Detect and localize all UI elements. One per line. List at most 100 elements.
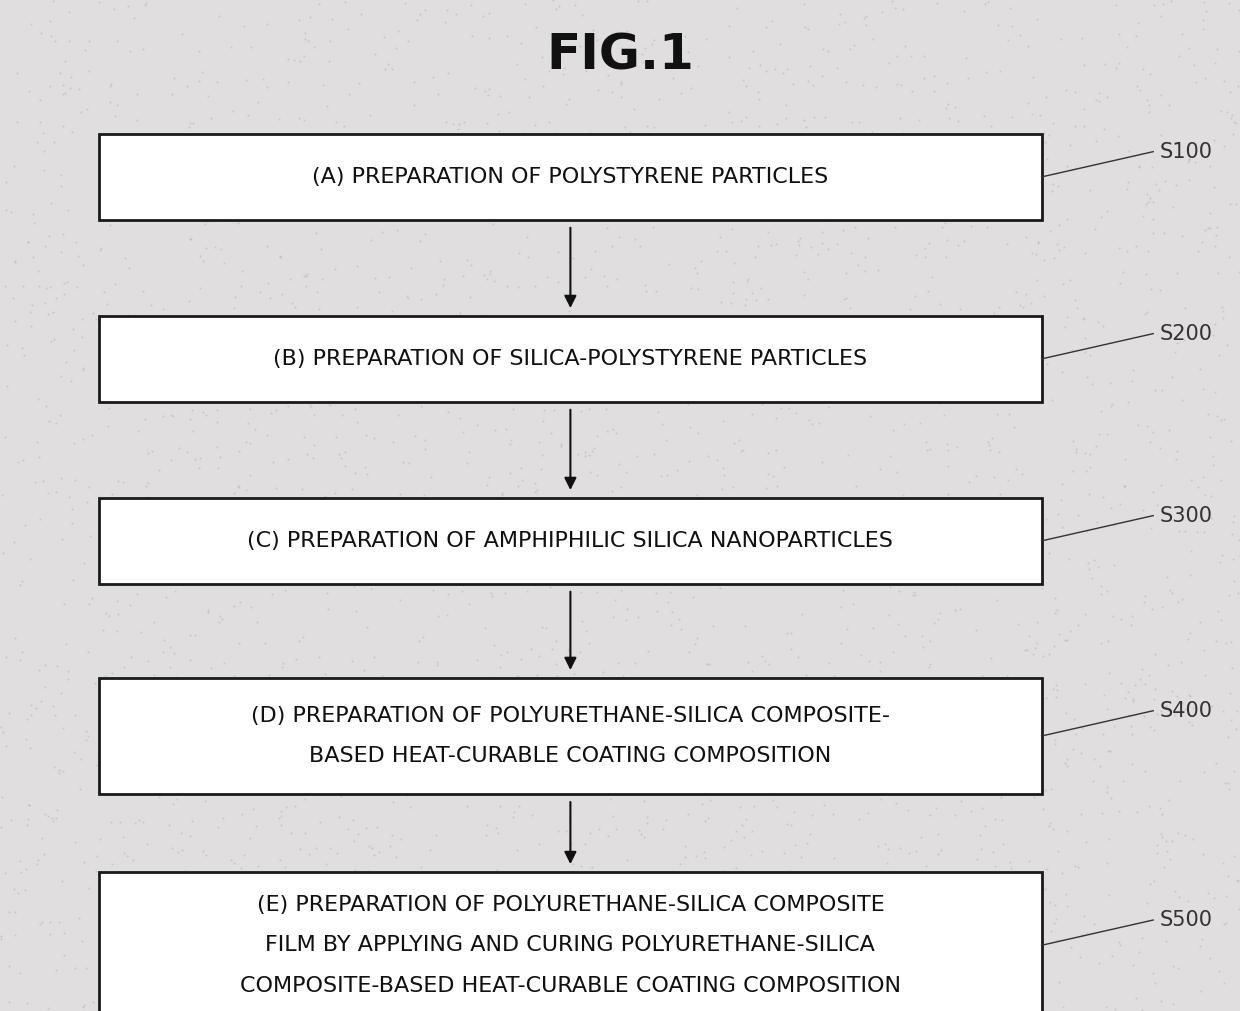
Point [1225, 114, 1240, 130]
Point [362, 840, 382, 856]
Point [24, 206, 43, 222]
Point [573, 780, 593, 797]
Point [563, 856, 583, 872]
Point [1081, 570, 1101, 586]
Point [1025, 676, 1045, 693]
Point [884, 780, 904, 797]
Point [289, 973, 309, 989]
Point [497, 562, 517, 578]
Point [237, 481, 257, 497]
Point [569, 38, 589, 55]
Point [768, 727, 787, 743]
Point [69, 910, 89, 926]
Point [941, 680, 961, 697]
Point [141, 296, 161, 312]
Point [108, 553, 128, 569]
Point [671, 855, 691, 871]
Point [438, 315, 458, 332]
Point [7, 65, 27, 81]
Point [167, 376, 187, 392]
Point [133, 730, 153, 746]
Point [1084, 551, 1104, 567]
Point [507, 842, 527, 858]
Point [906, 987, 926, 1003]
Point [604, 353, 624, 369]
Point [529, 126, 549, 143]
Point [585, 244, 605, 260]
Point [631, 921, 651, 937]
Point [805, 997, 825, 1011]
Point [954, 206, 973, 222]
Point [269, 111, 289, 127]
Point [539, 721, 559, 737]
Point [543, 333, 563, 349]
Point [228, 563, 248, 579]
Point [1179, 40, 1199, 57]
Point [257, 79, 277, 95]
Point [460, 289, 480, 305]
Point [1147, 707, 1167, 723]
Point [889, 583, 909, 600]
Point [361, 107, 381, 123]
Point [67, 279, 87, 295]
Point [1004, 557, 1024, 573]
Point [312, 549, 332, 565]
Point [241, 467, 260, 483]
Point [365, 847, 384, 863]
Point [201, 691, 221, 707]
Point [0, 994, 19, 1010]
Point [547, 668, 567, 684]
Point [253, 989, 273, 1005]
Point [153, 393, 172, 409]
Point [577, 623, 596, 639]
Point [482, 988, 502, 1004]
Point [320, 150, 340, 166]
Point [976, 520, 996, 536]
Point [655, 720, 675, 736]
Point [859, 194, 879, 210]
Point [732, 915, 751, 931]
Point [1017, 642, 1037, 658]
Point [719, 104, 739, 120]
Point [11, 863, 31, 880]
Point [837, 533, 857, 549]
Point [500, 465, 520, 481]
Point [410, 559, 430, 575]
Point [1216, 915, 1236, 931]
Point [694, 867, 714, 884]
Point [56, 53, 76, 69]
Point [676, 567, 696, 583]
Point [294, 49, 314, 65]
Point [1068, 508, 1087, 524]
Point [167, 791, 187, 807]
Point [649, 573, 668, 589]
Point [4, 881, 24, 897]
Point [1018, 896, 1038, 912]
Point [796, 867, 816, 884]
Point [899, 845, 919, 861]
Point [490, 798, 510, 814]
Point [1224, 847, 1240, 863]
Point [154, 300, 174, 316]
Point [625, 232, 645, 248]
Point [801, 764, 821, 780]
Point [355, 662, 374, 678]
Point [611, 76, 631, 92]
Point [774, 459, 794, 475]
Point [56, 354, 76, 370]
Point [544, 124, 564, 141]
Point [476, 620, 496, 636]
Point [192, 157, 212, 173]
Point [472, 307, 492, 324]
Point [86, 675, 105, 692]
Point [175, 764, 195, 780]
Point [980, 443, 999, 459]
Point [541, 578, 560, 594]
Point [347, 777, 367, 794]
Point [384, 983, 404, 999]
Point [506, 903, 526, 919]
Point [712, 481, 732, 497]
Point [1218, 337, 1238, 353]
Point [680, 902, 699, 918]
Point [243, 762, 263, 778]
